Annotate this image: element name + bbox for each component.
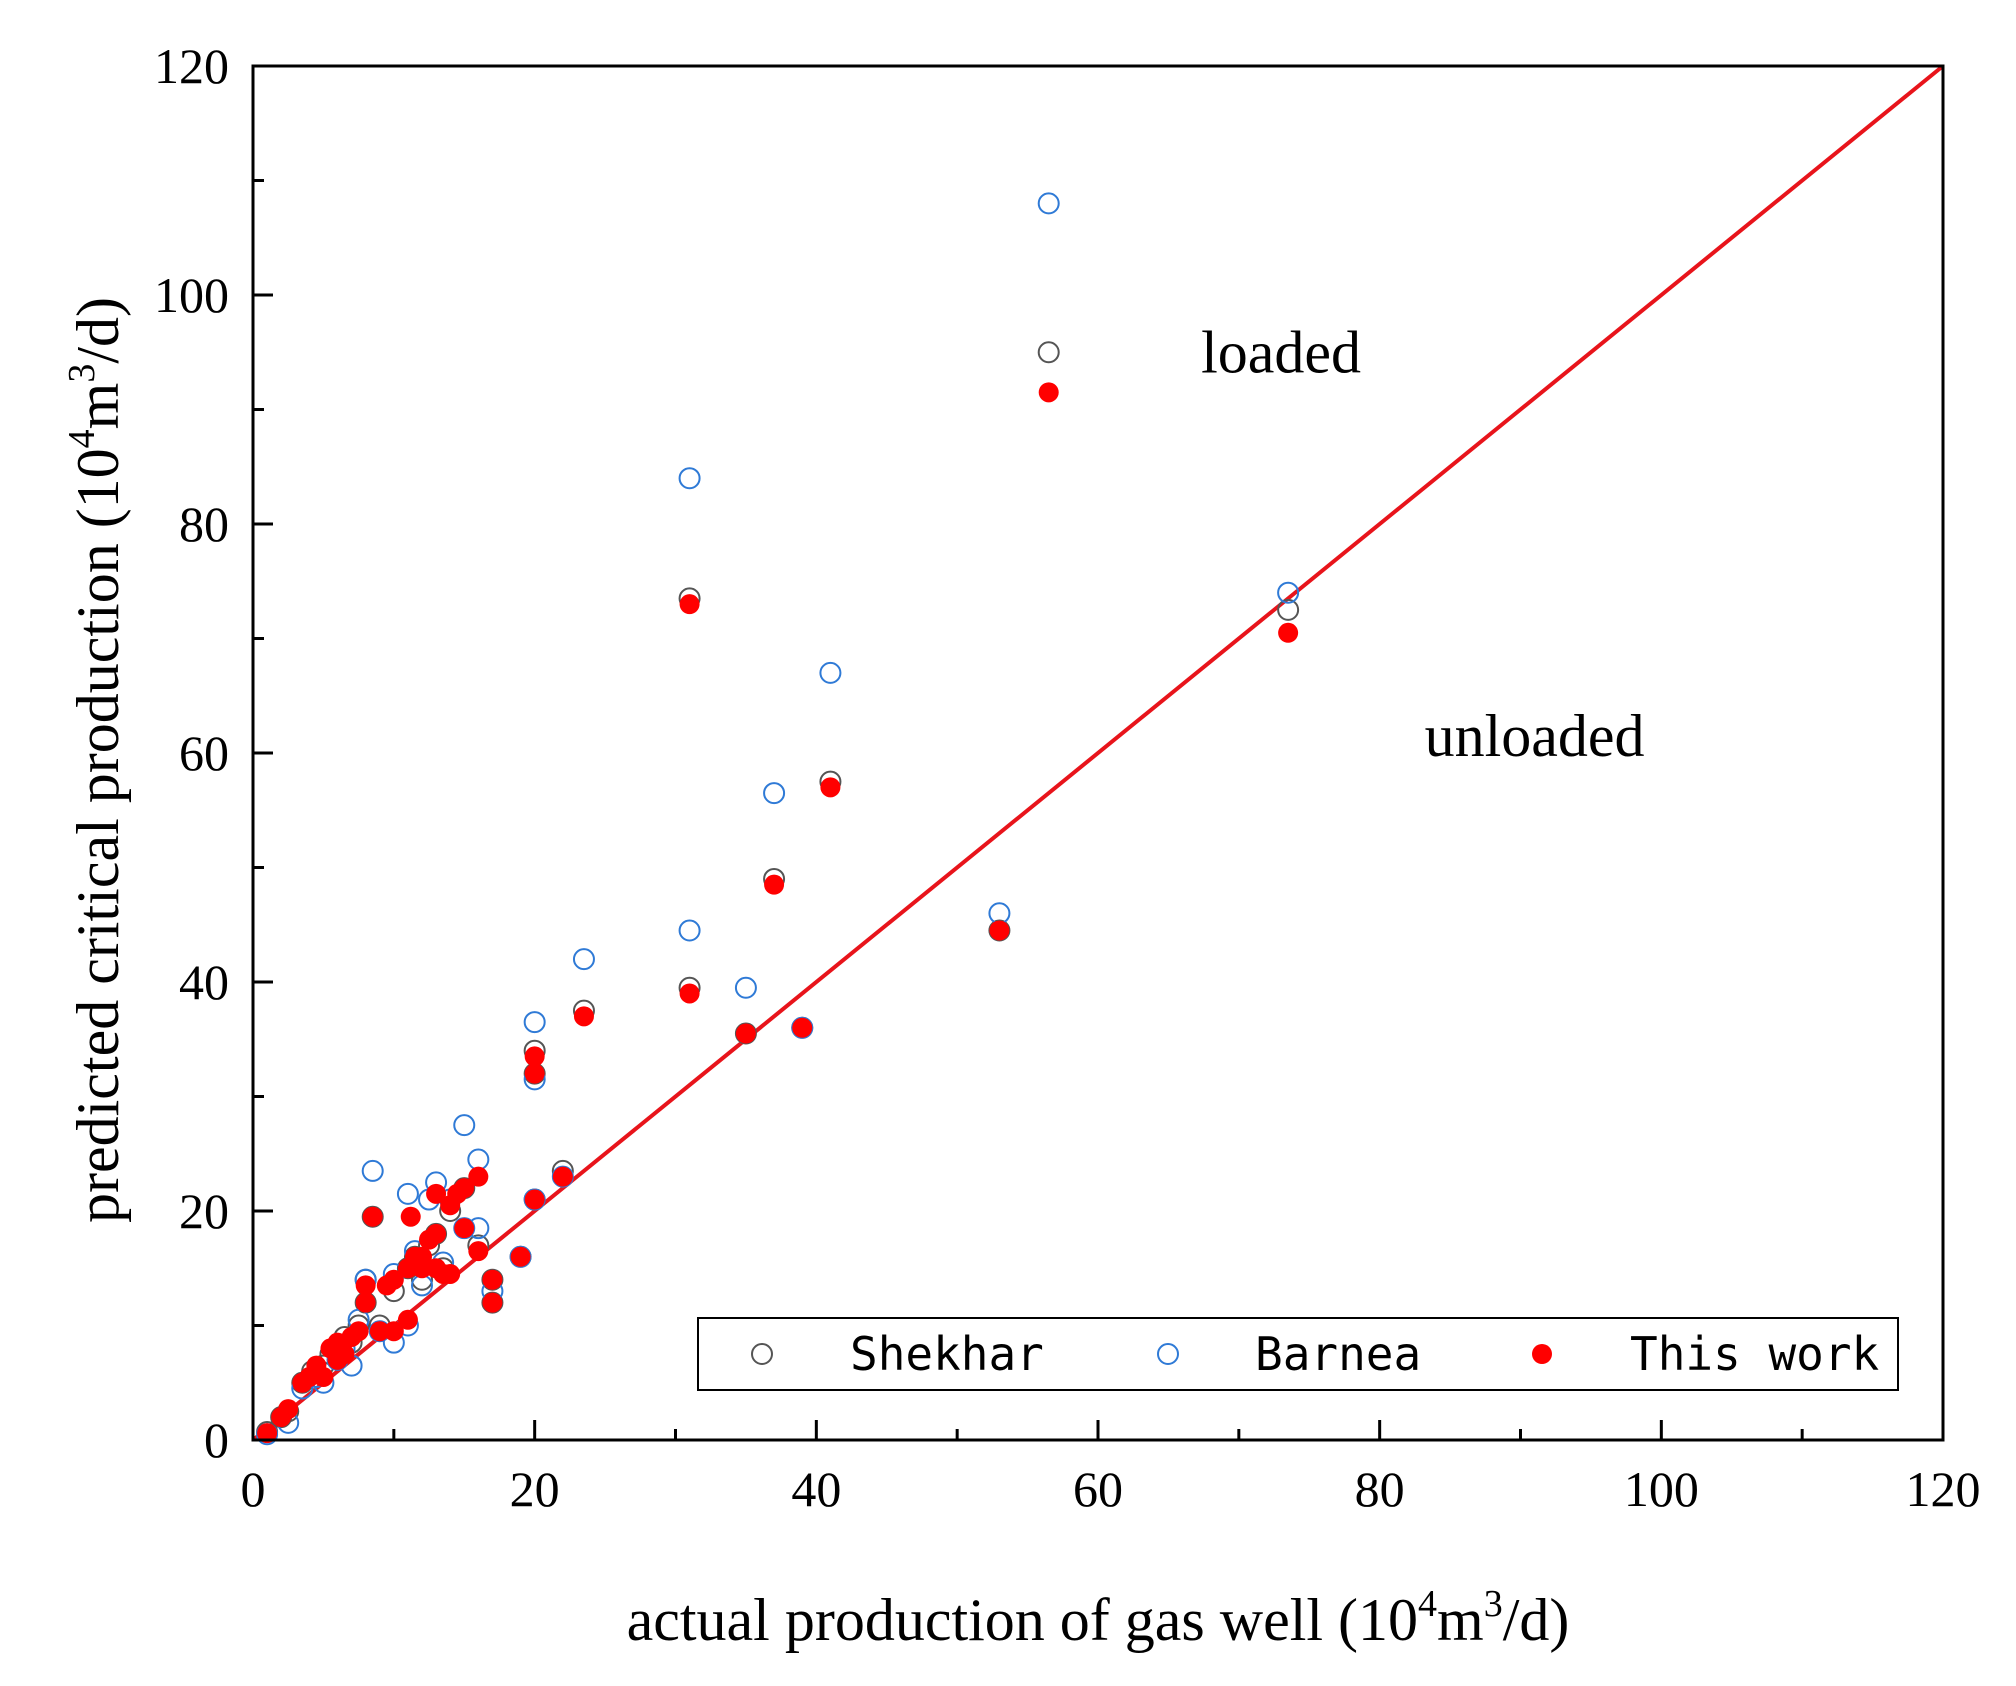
y-tick-label: 120: [154, 38, 229, 94]
data-point: [313, 1367, 334, 1388]
y-tick-label: 20: [179, 1183, 229, 1239]
data-point: [440, 1263, 461, 1284]
data-point: [1038, 382, 1059, 403]
data-point: [1278, 622, 1299, 643]
data-point: [1037, 341, 1060, 364]
x-tick-label: 40: [791, 1461, 841, 1517]
data-point: [467, 1148, 490, 1171]
data-point: [412, 1246, 432, 1267]
tick-labels: 0 20 40 60 80 100 120 0 20 40 60 80 100 120: [154, 38, 1981, 1517]
legend: Shekhar Barnea This work: [697, 1317, 1899, 1391]
y-tick-label: 0: [204, 1412, 229, 1468]
data-point: [820, 777, 841, 798]
x-tick-label: 60: [1073, 1461, 1123, 1517]
data-point: [524, 1189, 545, 1210]
data-point: [552, 1166, 573, 1187]
x-tick-label: 100: [1624, 1461, 1699, 1517]
data-point: [524, 1063, 545, 1084]
x-tick-label: 80: [1355, 1461, 1405, 1517]
y-axis-label: predicted critical production (104m3/d): [61, 297, 131, 1223]
data-point: [348, 1321, 369, 1342]
legend-label-shekhar: Shekhar: [850, 1327, 1044, 1381]
x-tick-label: 0: [241, 1461, 266, 1517]
data-point: [678, 919, 701, 942]
data-point: [482, 1292, 503, 1313]
y-tick-label: 100: [154, 267, 229, 323]
data-point: [1037, 192, 1060, 215]
legend-label-barnea: Barnea: [1255, 1327, 1421, 1381]
data-point: [400, 1206, 421, 1227]
data-point: [453, 1114, 476, 1137]
data-point: [1277, 598, 1300, 621]
legend-marker-this-work: [1532, 1344, 1552, 1364]
data-point: [383, 1321, 404, 1342]
x-tick-label: 120: [1906, 1461, 1981, 1517]
data-point: [468, 1166, 489, 1187]
annotation-loaded: loaded: [1201, 319, 1361, 385]
data-point: [572, 948, 595, 971]
data-point: [819, 661, 842, 684]
data-point: [426, 1183, 447, 1204]
data-point: [361, 1159, 384, 1182]
data-point: [257, 1423, 278, 1444]
annotation-unloaded: unloaded: [1425, 703, 1645, 769]
data-point: [764, 874, 785, 895]
data-point: [454, 1178, 475, 1199]
legend-box: [697, 1317, 1899, 1391]
data-point: [355, 1275, 376, 1296]
data-point: [573, 1006, 594, 1027]
data-point: [454, 1218, 475, 1239]
data-point: [362, 1206, 383, 1227]
y-tick-label: 80: [179, 496, 229, 552]
data-point: [426, 1223, 447, 1244]
data-point: [468, 1241, 489, 1262]
data-point: [278, 1399, 299, 1420]
data-point: [334, 1344, 355, 1365]
reference-line-y-equals-x: [251, 64, 1945, 1442]
data-point: [369, 1321, 390, 1342]
legend-marker-barnea: [1157, 1343, 1179, 1365]
data-point: [734, 976, 757, 999]
data-point: [1277, 581, 1300, 604]
x-tick-label: 20: [510, 1461, 560, 1517]
data-point: [679, 983, 700, 1004]
legend-marker-shekhar: [751, 1343, 773, 1365]
data-point: [523, 1011, 546, 1034]
x-axis-label: actual production of gas well (104m3/d): [627, 1583, 1570, 1653]
data-point: [524, 1046, 545, 1067]
plot-area-frame: [251, 64, 1945, 1442]
y-tick-label: 40: [179, 954, 229, 1010]
data-point: [792, 1017, 813, 1038]
legend-label-this-work: This work: [1630, 1327, 1879, 1381]
data-point: [397, 1309, 418, 1330]
data-point: [396, 1182, 419, 1205]
data-point: [482, 1269, 503, 1290]
data-point: [383, 1269, 404, 1290]
data-point: [989, 920, 1010, 941]
data-markers: [256, 192, 1300, 1446]
data-point: [510, 1246, 531, 1267]
data-point: [355, 1292, 376, 1313]
data-point: [678, 467, 701, 490]
data-point: [763, 782, 786, 805]
data-point: [735, 1023, 756, 1044]
y-tick-label: 60: [179, 725, 229, 781]
data-point: [679, 594, 700, 615]
series-this-work: [257, 382, 1299, 1444]
